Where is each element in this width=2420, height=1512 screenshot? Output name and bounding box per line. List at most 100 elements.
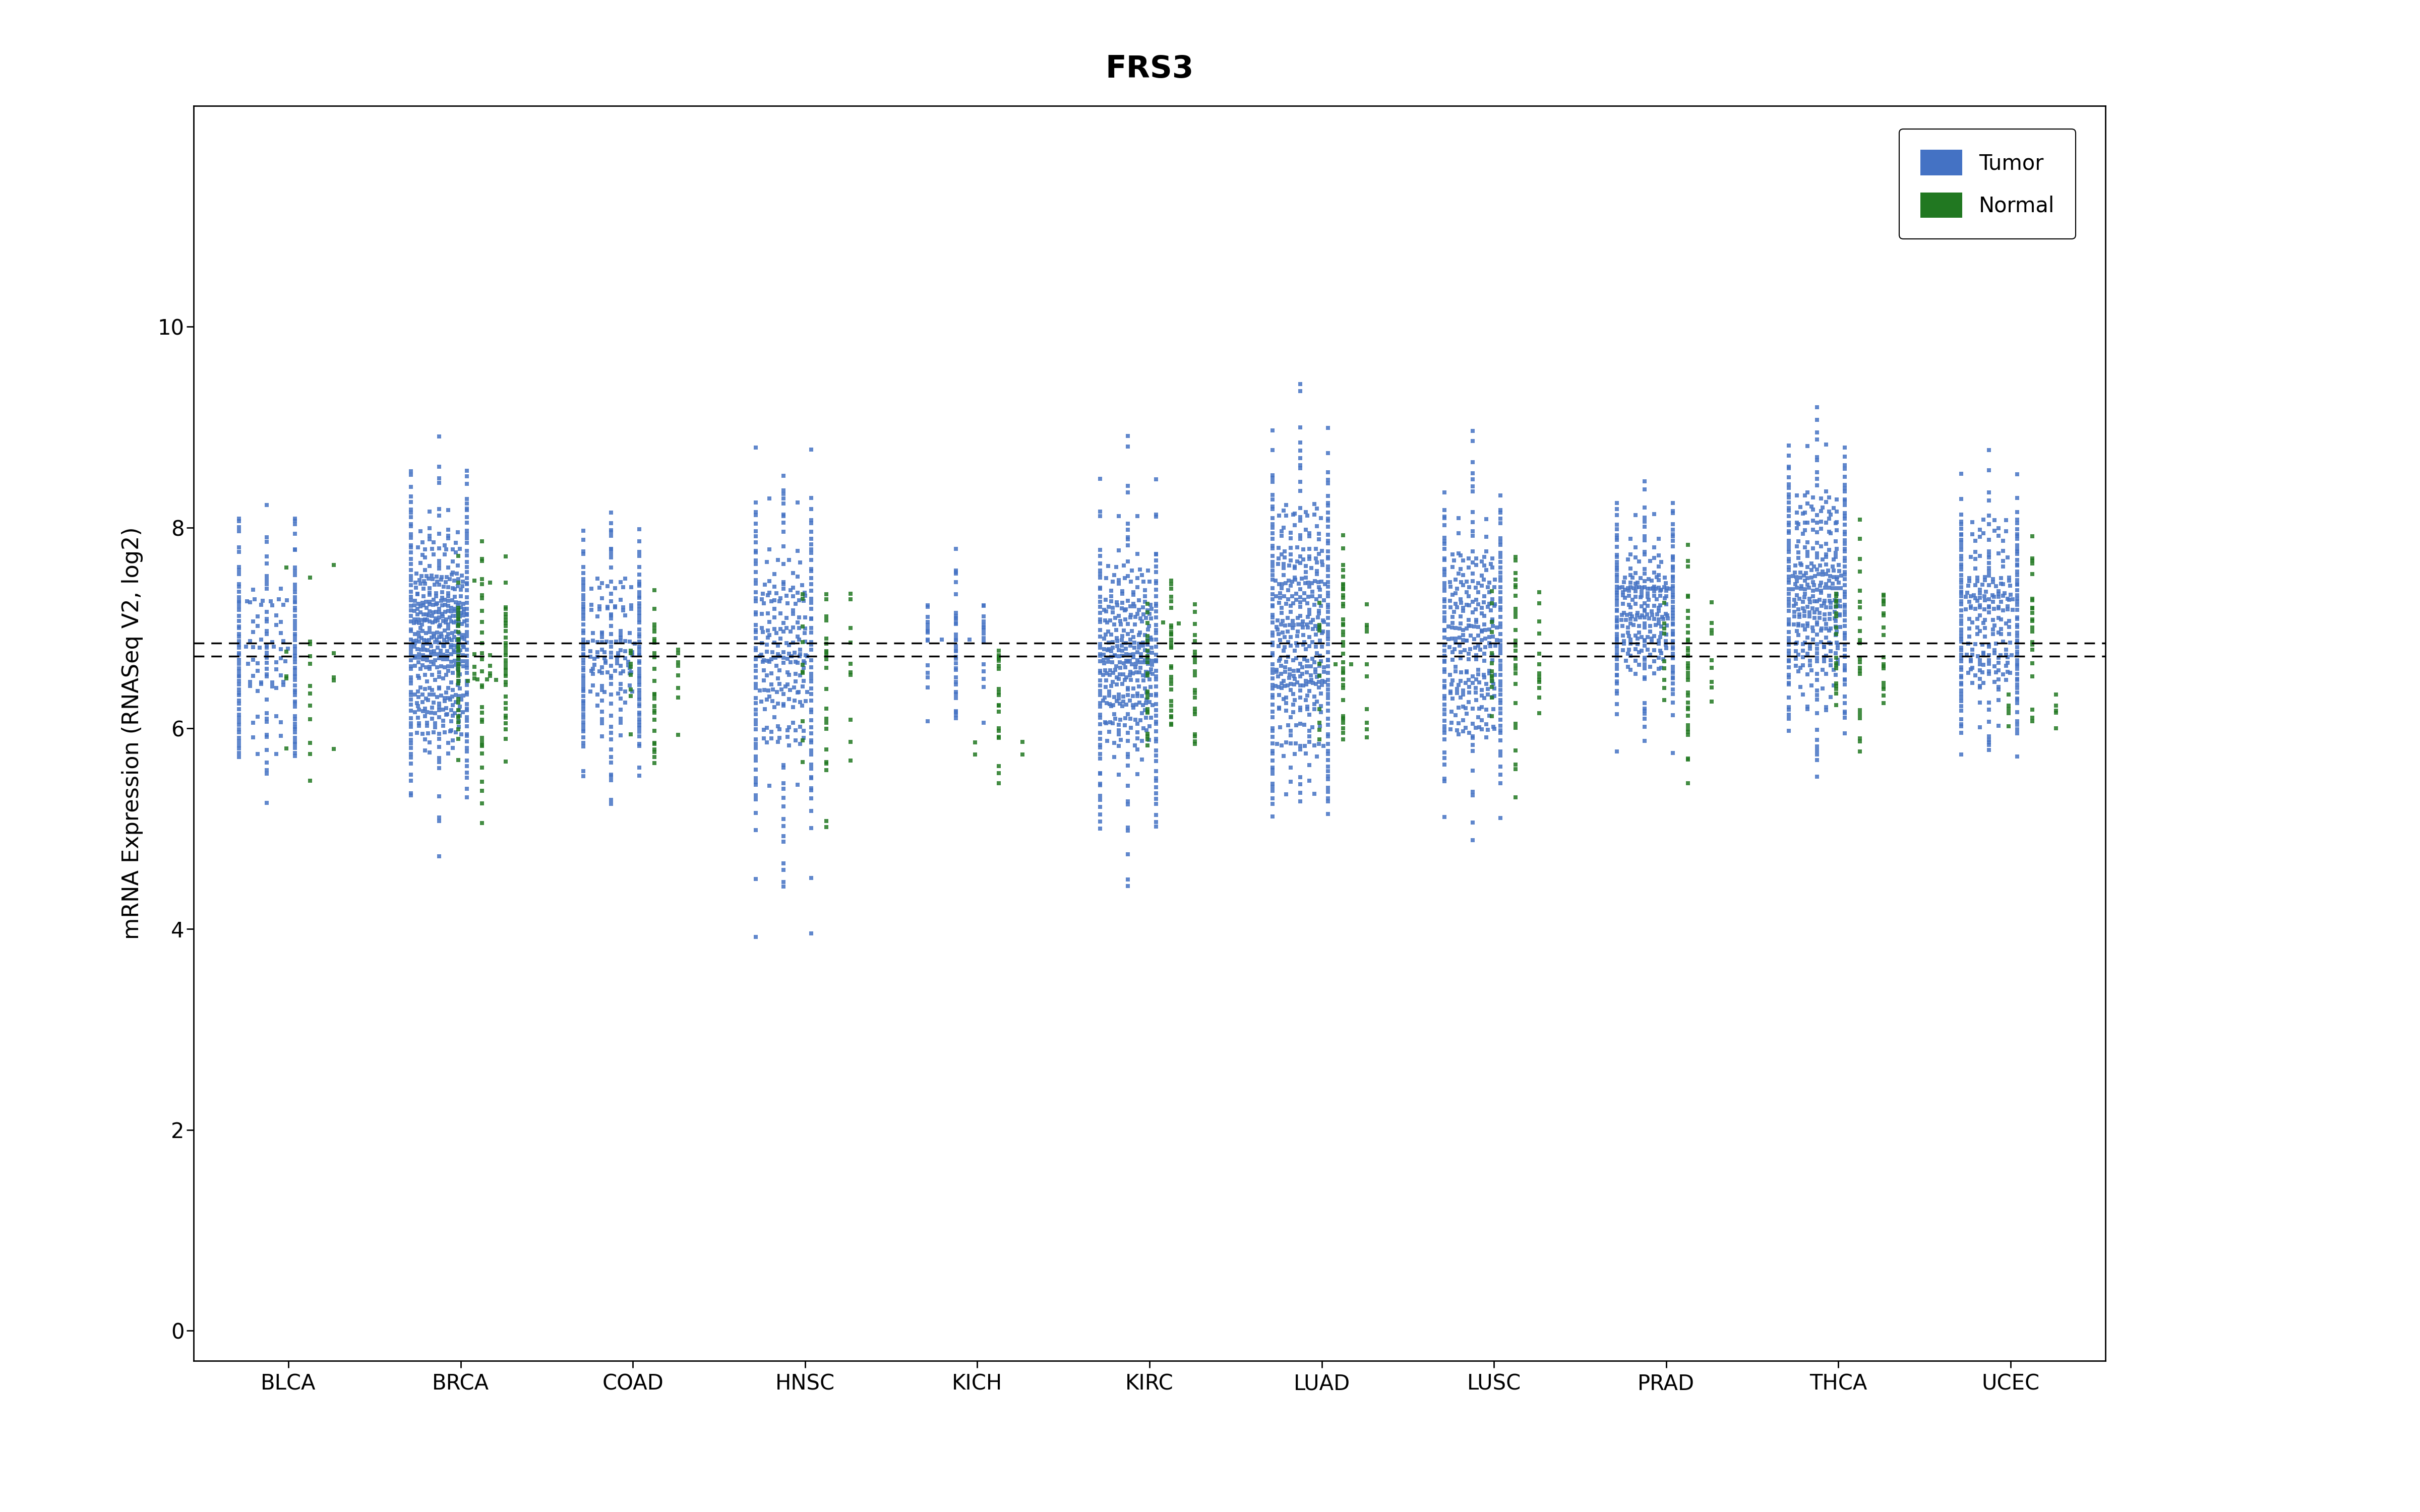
Point xyxy=(765,851,803,875)
Point xyxy=(1597,662,1636,686)
Point xyxy=(443,564,482,588)
Point xyxy=(419,537,457,561)
Point xyxy=(1609,638,1648,662)
Point xyxy=(748,626,786,650)
Point xyxy=(1263,596,1302,620)
Point xyxy=(1176,724,1215,748)
Point xyxy=(593,631,632,655)
Point xyxy=(438,634,477,658)
Point xyxy=(564,691,603,715)
Point xyxy=(1953,510,1992,534)
Point xyxy=(1941,513,1980,537)
Point xyxy=(1629,638,1667,662)
Point xyxy=(424,581,462,605)
Point xyxy=(409,638,448,662)
Point xyxy=(1263,620,1302,644)
Point xyxy=(770,686,808,711)
Point xyxy=(1437,703,1476,727)
Point xyxy=(1989,546,2028,570)
Point xyxy=(1975,585,2013,609)
Point xyxy=(1275,673,1314,697)
Point xyxy=(1273,682,1312,706)
Point xyxy=(1108,702,1147,726)
Point xyxy=(620,641,658,665)
Point xyxy=(1626,634,1665,658)
Point xyxy=(1152,596,1191,620)
Point xyxy=(1457,576,1496,600)
Point xyxy=(1442,543,1481,567)
Point xyxy=(1481,484,1520,508)
Point xyxy=(414,531,453,555)
Point xyxy=(1283,615,1321,640)
Point xyxy=(634,612,673,637)
Point xyxy=(1842,631,1880,655)
Point xyxy=(586,646,624,670)
Point xyxy=(1280,652,1319,676)
Point xyxy=(1082,673,1120,697)
Point xyxy=(1152,655,1191,679)
Point xyxy=(469,664,508,688)
Point xyxy=(1300,676,1338,700)
Point xyxy=(1462,683,1500,708)
Point xyxy=(433,621,472,646)
Point xyxy=(1447,629,1486,653)
Point xyxy=(1464,584,1503,608)
Point xyxy=(1817,590,1856,614)
Point xyxy=(1779,576,1817,600)
Point xyxy=(2038,717,2076,741)
Point xyxy=(257,603,295,627)
Point xyxy=(1176,659,1215,683)
Point xyxy=(1270,549,1309,573)
Point xyxy=(1634,606,1672,631)
Point xyxy=(462,733,501,758)
Point xyxy=(409,721,448,745)
Point xyxy=(462,529,501,553)
Point xyxy=(1125,649,1164,673)
Point xyxy=(1137,815,1176,839)
Point xyxy=(1309,612,1348,637)
Point xyxy=(1955,584,1994,608)
Point xyxy=(1617,591,1655,615)
Point xyxy=(748,688,786,712)
Point xyxy=(438,602,477,626)
Point xyxy=(564,612,603,637)
Point xyxy=(1481,702,1520,726)
Point xyxy=(1825,656,1863,680)
Point xyxy=(1082,590,1120,614)
Point xyxy=(1300,664,1338,688)
Point xyxy=(1457,546,1496,570)
Point xyxy=(397,582,436,606)
Point xyxy=(261,609,300,634)
Point xyxy=(1779,614,1817,638)
Point xyxy=(1648,579,1687,603)
Point xyxy=(438,575,477,599)
Point xyxy=(1808,558,1846,582)
Point xyxy=(1263,671,1302,696)
Point xyxy=(1643,606,1682,631)
Point xyxy=(1941,689,1980,714)
Point xyxy=(1137,683,1176,708)
Point xyxy=(791,798,830,823)
Point xyxy=(1803,562,1842,587)
Point xyxy=(1941,510,1980,534)
Point xyxy=(247,702,286,726)
Point xyxy=(593,738,632,762)
Point xyxy=(1176,640,1215,664)
Point xyxy=(1469,591,1508,615)
Point xyxy=(1280,733,1319,758)
Point xyxy=(750,609,789,634)
Point xyxy=(1254,774,1292,798)
Point xyxy=(1825,673,1863,697)
Point xyxy=(1609,641,1648,665)
Point xyxy=(1496,597,1534,621)
Point xyxy=(593,691,632,715)
Point xyxy=(1128,679,1166,703)
Point xyxy=(1440,673,1479,697)
Point xyxy=(1445,627,1483,652)
Point xyxy=(1302,700,1341,724)
Point xyxy=(290,629,329,653)
Point xyxy=(1263,556,1302,581)
Point xyxy=(1803,617,1842,641)
Point xyxy=(1626,525,1665,549)
Point xyxy=(220,575,259,599)
